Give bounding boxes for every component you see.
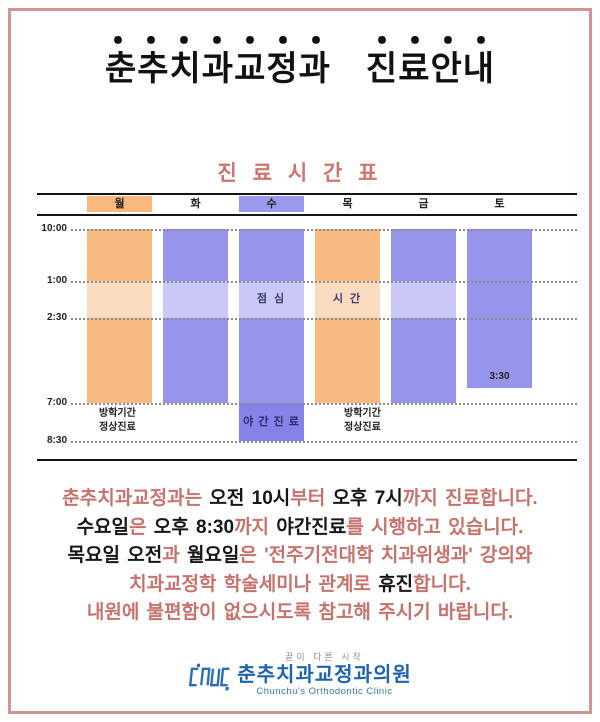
notice-line: 내원에 불편함이 없으시도록 참고해 주시기 바랍니다.	[11, 599, 589, 628]
lunch-band-tuesday	[163, 281, 228, 318]
notice-segment: 과	[162, 545, 187, 566]
time-tick-700: 7:00	[46, 397, 67, 408]
lunch-label-left: 점 심	[256, 293, 287, 305]
notice-segment: 은	[129, 516, 154, 538]
notice-segment: 수요일	[76, 516, 130, 538]
gridline-1000	[71, 229, 577, 231]
vacation-note-thursday: 방학기간 정상진료	[344, 407, 381, 435]
page-title: 춘추치과교정과 진료안내	[104, 50, 496, 88]
schedule-title: 진 료 시 간 표	[217, 162, 383, 185]
notice-segment: 오전 10시	[209, 488, 291, 509]
schedule-chart: 월 화 수 목 금 토 10:00 1:00 2:30 7:00 8:30 점 …	[37, 193, 577, 463]
lunch-label-right: 시 간	[332, 293, 363, 305]
title-block: ・・・・・・・ ・・・・ 춘추치과교정과 진료안내	[11, 23, 589, 91]
gridline-830	[71, 441, 577, 443]
day-header-friday: 금	[418, 198, 429, 210]
notice-segment: 합니다.	[413, 573, 471, 595]
day-header-monday: 월	[87, 196, 152, 212]
notice-segment: 휴진	[378, 573, 414, 595]
vacation-note-line1: 방학기간	[344, 408, 381, 419]
notice-segment: 내원에 불편함이 없으시도록 참고해 주시기 바랍니다.	[86, 602, 514, 623]
clinic-logo-icon	[188, 661, 230, 698]
chart-header-rule	[37, 214, 577, 216]
notice-segment: 월요일	[186, 545, 240, 566]
saturday-close-label: 3:30	[489, 371, 510, 382]
notice-segment: 를 시행하고 있습니다.	[346, 516, 524, 538]
notice-line: 수요일은 오후 8:30까지 야간진료를 시행하고 있습니다.	[11, 514, 589, 543]
lunch-band-friday	[391, 281, 456, 318]
notice-segment: 부터	[290, 488, 333, 509]
night-segment-wednesday	[239, 403, 304, 441]
notice-line: 치과교정학 학술세미나 관계로 휴진합니다.	[11, 571, 589, 600]
poster-page: ・・・・・・・ ・・・・ 춘추치과교정과 진료안내 진 료 시 간 표 월 화 …	[8, 8, 592, 714]
day-header-wednesday: 수	[239, 196, 304, 212]
vacation-note-line1: 방학기간	[99, 408, 136, 419]
gridline-100	[71, 281, 577, 283]
lunch-band-thursday	[315, 281, 380, 318]
gridline-230	[71, 318, 577, 320]
time-tick-100: 1:00	[46, 275, 67, 286]
gridline-700	[71, 403, 577, 405]
notice-segment: 야간진료	[276, 516, 347, 538]
chart-top-rule	[37, 193, 577, 195]
notice-segment: 오후 8:30	[153, 516, 235, 538]
vacation-note-line2: 정상진료	[344, 422, 381, 433]
notice-segment: 치과교정학 학술세미나 관계로	[129, 573, 379, 595]
clinic-logo-block: 끝이 다른 시작 춘추치과교정과의원 Chunchu's Orthodontic…	[11, 649, 589, 698]
vacation-note-line2: 정상진료	[99, 422, 136, 433]
chart-bottom-rule	[37, 459, 577, 461]
time-tick-830: 8:30	[46, 435, 67, 446]
night-care-label: 야 간 진 료	[243, 416, 300, 428]
notice-line: 목요일 오전과 월요일은 '전주기전대학 치과위생과' 강의와	[11, 542, 589, 571]
notice-segment: 춘추치과교정과는	[62, 488, 210, 509]
bar-saturday	[467, 229, 532, 388]
notice-segment: 은 '전주기전대학 치과위생과' 강의와	[239, 545, 533, 566]
lunch-band-wednesday	[239, 281, 304, 318]
time-tick-1000: 10:00	[41, 223, 67, 234]
title-emphasis-dots: ・・・・・・・ ・・・・	[101, 23, 498, 59]
lunch-band-monday	[87, 281, 152, 318]
clinic-name: 춘추치과교정과의원	[237, 664, 412, 686]
clinic-tagline: 끝이 다른 시작	[285, 652, 364, 662]
clinic-name-english: Chunchu's Orthodontic Clinic	[256, 686, 393, 697]
notice-segment: 목요일 오전	[67, 545, 163, 566]
day-header-tuesday: 화	[190, 198, 201, 210]
notice-line: 춘추치과교정과는 오전 10시부터 오후 7시까지 진료합니다.	[11, 485, 589, 514]
notice-segment: 까지 진료합니다.	[402, 488, 538, 509]
vacation-note-monday: 방학기간 정상진료	[99, 407, 136, 435]
notice-segment: 오후 7시	[332, 488, 403, 509]
clinic-name-stack: 끝이 다른 시작 춘추치과교정과의원 Chunchu's Orthodontic…	[237, 650, 412, 697]
day-header-saturday: 토	[494, 198, 505, 210]
day-header-thursday: 목	[342, 198, 353, 210]
time-tick-230: 2:30	[46, 312, 67, 323]
notice-paragraph: 춘추치과교정과는 오전 10시부터 오후 7시까지 진료합니다. 수요일은 오후…	[11, 485, 589, 628]
notice-segment: 까지	[234, 516, 277, 538]
